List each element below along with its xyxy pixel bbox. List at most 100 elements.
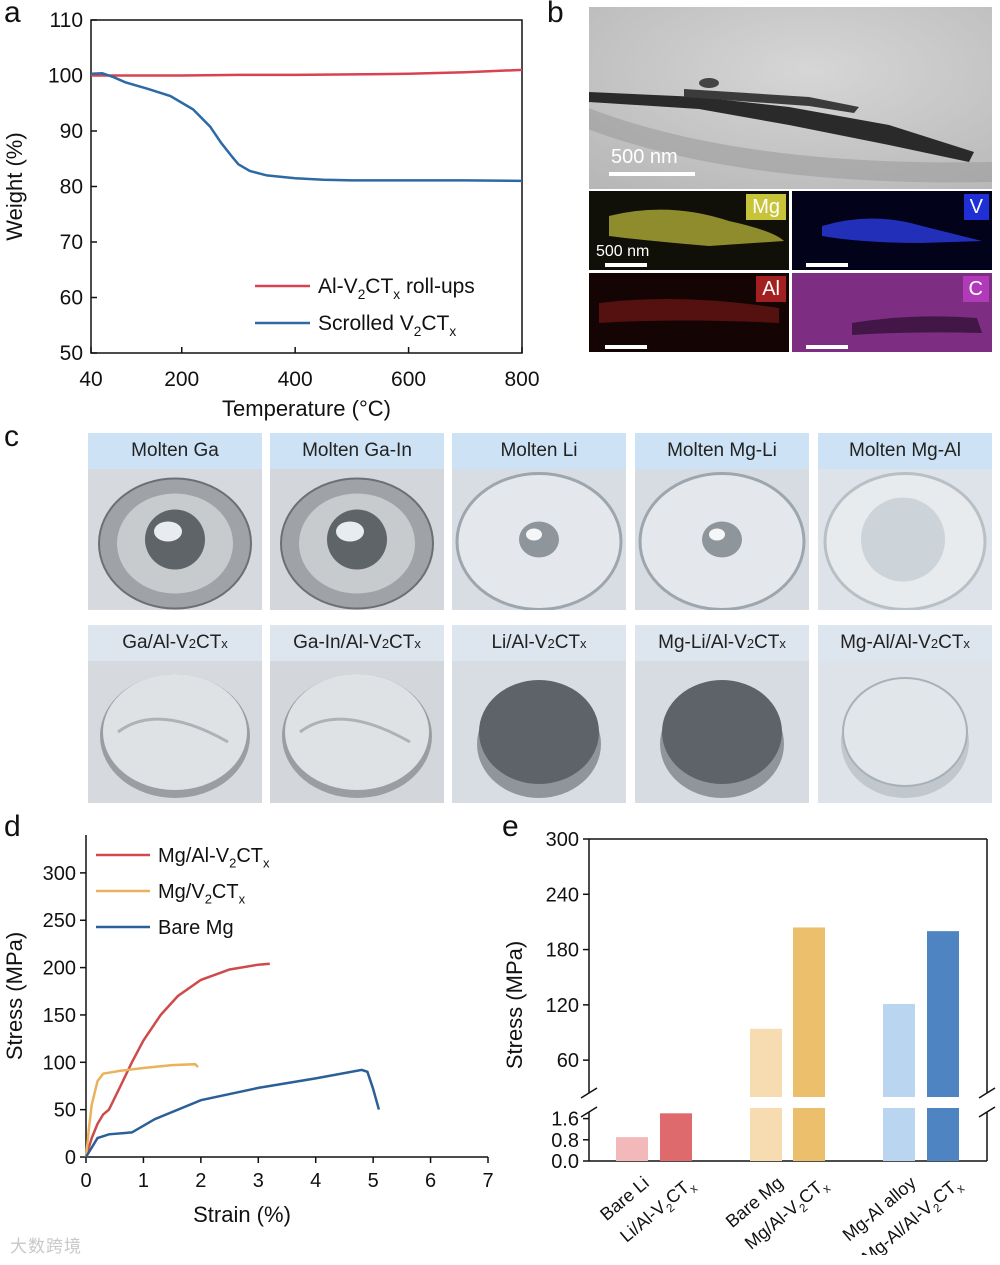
label-text: CT — [389, 632, 415, 653]
sample-photo-image — [270, 661, 444, 803]
panel-letter-a: a — [4, 0, 21, 29]
sample-label: Mg-Al/Al-V 2 CT x — [818, 625, 992, 661]
sample-drawing — [660, 680, 784, 798]
formula-text: Bare Mg — [158, 917, 234, 939]
sample-drawing — [841, 677, 969, 798]
label-text: Mg-Li/Al-V — [658, 632, 747, 653]
x-tick-label: 800 — [504, 368, 539, 391]
eds-scalebar-al — [605, 345, 647, 349]
y-tick-label: 100 — [43, 1052, 76, 1074]
y-tick-label: 60 — [60, 287, 83, 310]
label-text: Li/Al-V — [491, 632, 548, 653]
y-tick-label: 150 — [43, 1005, 76, 1027]
label-subscript: x — [580, 635, 587, 651]
y-tick-label: 60 — [557, 1050, 579, 1072]
sample-photo-image — [452, 469, 626, 610]
y-axis-label: Weight (%) — [2, 132, 27, 240]
sample-label: Molten Mg-Li — [635, 433, 809, 469]
x-tick-label: 5 — [368, 1170, 379, 1192]
eds-c-signal — [852, 316, 982, 335]
y-tick-label: 300 — [546, 829, 579, 851]
y-tick-label: 0.0 — [551, 1151, 579, 1173]
bar-lower-4 — [883, 1108, 915, 1161]
y-tick-label: 80 — [60, 176, 83, 199]
x-tick-label: 600 — [391, 368, 426, 391]
legend-label-1: Mg/V2CTx — [158, 881, 246, 907]
sample-label: Molten Ga — [88, 433, 262, 469]
formula-subscript: 2 — [358, 287, 366, 302]
y-axis-label: Stress (MPa) — [2, 932, 27, 1060]
sample-drawing — [98, 477, 252, 610]
label-text: Ga-In/Al-V — [293, 632, 382, 653]
series-line-1 — [90, 72, 523, 183]
sample-drawing — [282, 674, 432, 798]
eds-map-mg: Mg 500 nm — [589, 191, 789, 270]
series-line-0 — [91, 68, 523, 77]
y-tick-label: 250 — [43, 910, 76, 932]
x-tick-label: 400 — [278, 368, 313, 391]
y-tick-label: 90 — [60, 120, 83, 143]
eds-map-v: V — [792, 191, 992, 270]
series-line-0 — [84, 962, 270, 1158]
y-tick-label: 180 — [546, 940, 579, 962]
y-tick-label: 0.8 — [551, 1130, 579, 1152]
sample-photo-top-5: Molten Mg-Al — [818, 433, 992, 610]
label-text: Ga/Al-V — [122, 632, 189, 653]
x-tick-label: 200 — [164, 368, 199, 391]
formula-text: CT — [236, 845, 263, 867]
formula-subscript: 2 — [414, 324, 422, 339]
sample-drawing — [823, 472, 987, 610]
sample-drawing — [280, 477, 434, 610]
x-tick-label: 7 — [482, 1170, 493, 1192]
sample-label: Li/Al-V 2 CT x — [452, 625, 626, 661]
formula-text: Scrolled V — [318, 312, 414, 335]
sample-photo-image — [88, 661, 262, 803]
sample-photo-bottom-4: Mg-Li/Al-V 2 CT x — [635, 625, 809, 803]
sample-photo-bottom-2: Ga-In/Al-V 2 CT x — [270, 625, 444, 803]
label-subscript: 2 — [381, 635, 390, 651]
formula-subscript: 2 — [205, 892, 212, 907]
bar-upper-3 — [793, 927, 825, 1097]
label-text: CT — [195, 632, 222, 653]
formula-text: CT — [365, 275, 393, 298]
eds-scalebar-c — [806, 345, 848, 349]
x-axis-label: Temperature (°C) — [222, 396, 391, 421]
sample-photo-top-4: Molten Mg-Li — [635, 433, 809, 610]
formula-subscript: x — [239, 892, 246, 907]
legend-label-1: Scrolled V2CTx — [318, 312, 456, 339]
y-tick-label: 70 — [60, 231, 83, 254]
sample-photo-image — [635, 661, 809, 803]
sample-photo-image — [818, 661, 992, 803]
eds-mg-signal — [609, 209, 784, 246]
sample-photo-image — [270, 469, 444, 610]
sample-drawing — [638, 472, 806, 610]
eds-tag-c: C — [962, 276, 989, 302]
sample-drawing — [477, 680, 601, 798]
axis-break-mark — [978, 1087, 996, 1099]
bar-lower-2 — [750, 1108, 782, 1161]
tem-image: 500 nm — [589, 7, 992, 189]
legend-label-2: Bare Mg — [158, 917, 234, 939]
eds-map-al: Al — [589, 273, 789, 352]
label-text: CT — [754, 632, 780, 653]
sample-photo-image — [88, 469, 262, 610]
y-tick-label: 300 — [43, 863, 76, 885]
bar-upper-5 — [927, 931, 959, 1097]
series-line-1 — [84, 1062, 199, 1158]
bar-lower-5 — [927, 1108, 959, 1161]
formula-subscript: 2 — [229, 856, 236, 871]
eds-scalebar-mg — [605, 263, 647, 267]
sample-label: Mg-Li/Al-V 2 CT x — [635, 625, 809, 661]
series-line-2 — [84, 1068, 381, 1158]
label-subscript: 2 — [547, 635, 555, 651]
tem-scroll-drawing — [589, 7, 992, 189]
sample-photo-top-2: Molten Ga-In — [270, 433, 444, 610]
sample-drawing — [100, 674, 250, 798]
formula-text: CT — [421, 312, 449, 335]
eds-al-signal — [599, 299, 779, 323]
sample-label: Molten Li — [452, 433, 626, 469]
label-subscript: 2 — [746, 635, 755, 651]
eds-scalebar-v — [806, 263, 848, 267]
bar-0 — [616, 1137, 648, 1161]
